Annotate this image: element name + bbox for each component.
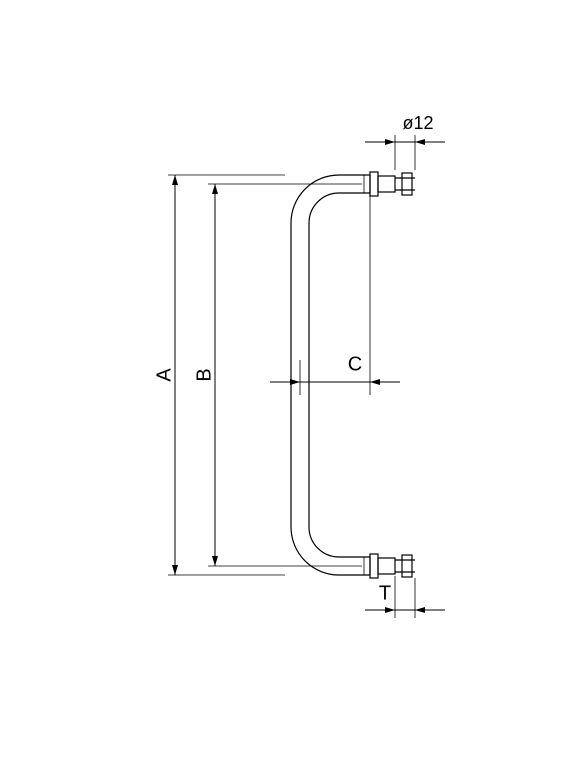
- standoff-bottom: [364, 554, 415, 578]
- diameter-callout: ø12: [365, 113, 445, 170]
- dimension-c: C: [270, 194, 400, 395]
- dimension-t: T: [365, 576, 445, 618]
- dimension-a: A: [153, 175, 285, 575]
- label-a: A: [153, 368, 175, 382]
- label-diameter: ø12: [402, 113, 433, 133]
- dimension-b: B: [193, 184, 362, 566]
- label-t: T: [379, 582, 391, 604]
- standoff-top: [364, 172, 415, 196]
- label-c: C: [348, 353, 362, 375]
- label-b: B: [193, 368, 215, 381]
- technical-drawing: A B C T: [0, 0, 570, 765]
